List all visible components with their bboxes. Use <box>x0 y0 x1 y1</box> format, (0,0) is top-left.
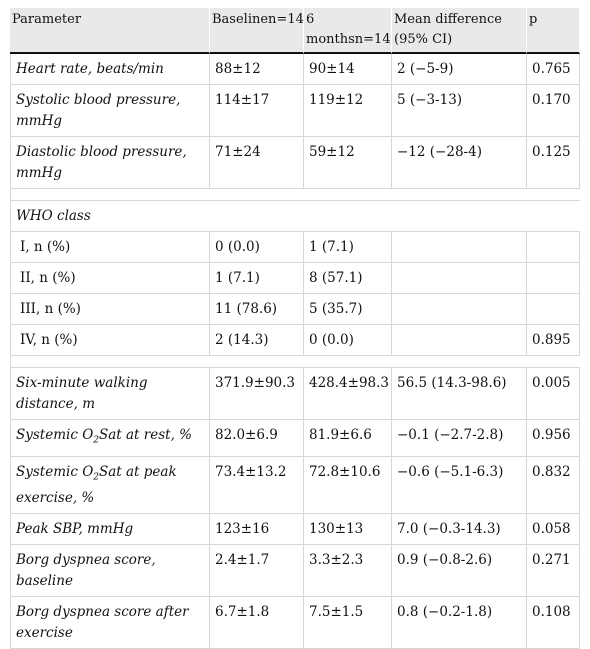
row-p-value: 0.895 <box>527 325 580 356</box>
row-baseline: 71±24 <box>210 137 304 189</box>
row-mean-difference: 2 (−5-9) <box>392 54 527 85</box>
row-baseline: 88±12 <box>210 54 304 85</box>
row-mean-difference: 0.8 (−0.2-1.8) <box>392 597 527 649</box>
row-mean-difference: 7.0 (−0.3-14.3) <box>392 514 527 546</box>
table-row: IV, n (%) 2 (14.3) 0 (0.0) 0.895 <box>10 325 580 356</box>
row-parameter: Borg dyspnea score after exercise <box>10 597 210 649</box>
row-parameter: I, n (%) <box>10 232 210 263</box>
row-baseline: 2 (14.3) <box>210 325 304 356</box>
row-mean-difference: 0.9 (−0.8-2.6) <box>392 545 527 598</box>
results-table-container: Parameter Baselinen=14 6 monthsn=14 Mean… <box>10 8 580 649</box>
row-six-months: 3.3±2.3 <box>304 545 392 598</box>
row-p-value: 0.956 <box>527 420 580 457</box>
row-baseline: 1 (7.1) <box>210 263 304 294</box>
row-six-months: 90±14 <box>304 54 392 85</box>
row-p-value: 0.108 <box>527 597 580 649</box>
header-six-months: 6 monthsn=14 <box>304 8 392 54</box>
table-row: I, n (%) 0 (0.0) 1 (7.1) <box>10 232 580 263</box>
header-row: Parameter Baselinen=14 6 monthsn=14 Mean… <box>10 8 580 54</box>
row-p-value: 0.005 <box>527 368 580 420</box>
table-row: III, n (%) 11 (78.6) 5 (35.7) <box>10 294 580 325</box>
param-text-post: Sat at peak exercise, % <box>16 463 177 507</box>
table-row: Borg dyspnea score after exercise 6.7±1.… <box>10 597 580 649</box>
row-p-value: 0.832 <box>527 456 580 515</box>
row-parameter: III, n (%) <box>10 294 210 325</box>
table-row: Diastolic blood pressure, mmHg 71±24 59±… <box>10 137 580 189</box>
header-p-value: p <box>527 8 580 54</box>
row-mean-difference: 5 (−3-13) <box>392 85 527 137</box>
spacer-cell <box>10 189 580 201</box>
row-mean-difference: −0.6 (−5.1-6.3) <box>392 456 527 515</box>
row-six-months: 72.8±10.6 <box>304 456 392 515</box>
row-p-value: 0.125 <box>527 137 580 189</box>
row-six-months: 8 (57.1) <box>304 263 392 294</box>
row-six-months: 7.5±1.5 <box>304 597 392 649</box>
row-baseline: 2.4±1.7 <box>210 545 304 598</box>
table-row: Heart rate, beats/min 88±12 90±14 2 (−5-… <box>10 54 580 85</box>
row-parameter: Borg dyspnea score, baseline <box>10 545 210 598</box>
row-mean-difference <box>392 232 527 263</box>
row-baseline: 114±17 <box>210 85 304 137</box>
row-parameter: Systemic O2Sat at peak exercise, % <box>10 456 210 515</box>
row-six-months: 5 (35.7) <box>304 294 392 325</box>
row-six-months: 0 (0.0) <box>304 325 392 356</box>
row-baseline: 371.9±90.3 <box>210 368 304 420</box>
row-baseline: 6.7±1.8 <box>210 597 304 649</box>
section-label-who: WHO class <box>10 201 580 232</box>
param-subscript: 2 <box>93 472 99 483</box>
row-baseline: 82.0±6.9 <box>210 420 304 457</box>
table-row: Six-minute walking distance, m 371.9±90.… <box>10 368 580 420</box>
table-row: II, n (%) 1 (7.1) 8 (57.1) <box>10 263 580 294</box>
row-mean-difference <box>392 263 527 294</box>
row-parameter: Diastolic blood pressure, mmHg <box>10 137 210 189</box>
row-p-value: 0.170 <box>527 85 580 137</box>
spacer-cell <box>10 356 580 368</box>
row-mean-difference: −12 (−28-4) <box>392 137 527 189</box>
row-six-months: 130±13 <box>304 514 392 546</box>
row-mean-difference <box>392 294 527 325</box>
table-row: Borg dyspnea score, baseline 2.4±1.7 3.3… <box>10 545 580 598</box>
row-mean-difference: −0.1 (−2.7-2.8) <box>392 420 527 457</box>
row-baseline: 73.4±13.2 <box>210 456 304 515</box>
row-baseline: 0 (0.0) <box>210 232 304 263</box>
param-text-pre: Systemic O <box>16 463 94 480</box>
row-parameter: Heart rate, beats/min <box>10 54 210 85</box>
param-text-post: Sat at rest, % <box>99 427 192 443</box>
row-parameter: Six-minute walking distance, m <box>10 368 210 420</box>
row-parameter: Systemic O2Sat at rest, % <box>10 420 210 457</box>
row-p-value: 0.765 <box>527 54 580 85</box>
row-baseline: 11 (78.6) <box>210 294 304 325</box>
table-row: Peak SBP, mmHg 123±16 130±13 7.0 (−0.3-1… <box>10 514 580 546</box>
table-row: Systemic O2Sat at peak exercise, % 73.4±… <box>10 456 580 515</box>
row-baseline: 123±16 <box>210 514 304 546</box>
row-p-value: 0.271 <box>527 545 580 598</box>
row-parameter: Systolic blood pressure, mmHg <box>10 85 210 137</box>
table-row: Systolic blood pressure, mmHg 114±17 119… <box>10 85 580 137</box>
spacer-row <box>10 356 580 368</box>
spacer-row <box>10 189 580 201</box>
header-baseline: Baselinen=14 <box>210 8 304 54</box>
param-subscript: 2 <box>93 435 99 446</box>
row-p-value: 0.058 <box>527 514 580 546</box>
row-six-months: 59±12 <box>304 137 392 189</box>
param-text-pre: Systemic O <box>16 427 94 443</box>
row-p-value <box>527 294 580 325</box>
row-p-value <box>527 263 580 294</box>
table-row: Systemic O2Sat at rest, % 82.0±6.9 81.9±… <box>10 420 580 457</box>
row-six-months: 119±12 <box>304 85 392 137</box>
row-parameter: Peak SBP, mmHg <box>10 514 210 546</box>
row-parameter: II, n (%) <box>10 263 210 294</box>
row-p-value <box>527 232 580 263</box>
row-six-months: 428.4±98.3 <box>304 368 392 420</box>
header-parameter: Parameter <box>10 8 210 54</box>
results-table: Parameter Baselinen=14 6 monthsn=14 Mean… <box>10 8 580 649</box>
section-row-who: WHO class <box>10 201 580 232</box>
header-mean-difference: Mean difference (95% CI) <box>392 8 527 54</box>
row-six-months: 1 (7.1) <box>304 232 392 263</box>
row-mean-difference: 56.5 (14.3-98.6) <box>392 368 527 420</box>
row-parameter: IV, n (%) <box>10 325 210 356</box>
row-six-months: 81.9±6.6 <box>304 420 392 457</box>
row-mean-difference <box>392 325 527 356</box>
